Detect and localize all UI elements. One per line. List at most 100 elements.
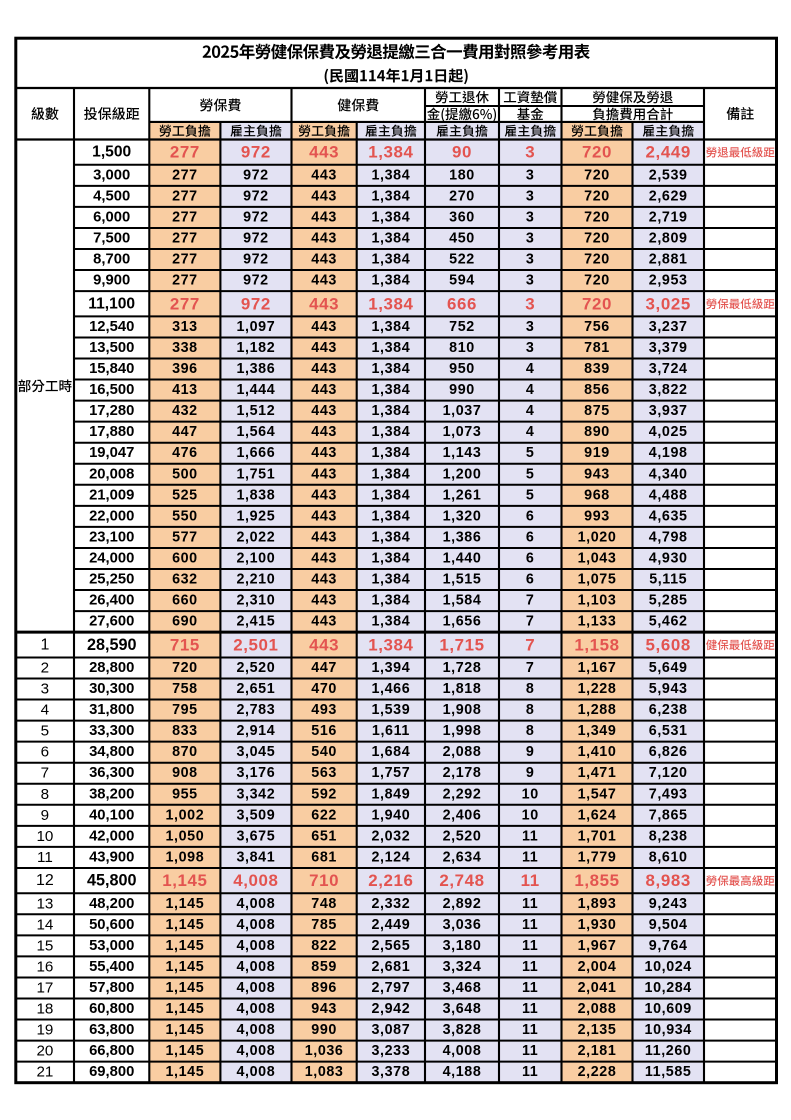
svg-text:9,764: 9,764 — [649, 938, 688, 954]
svg-text:972: 972 — [243, 209, 269, 225]
svg-text:3,036: 3,036 — [443, 917, 482, 933]
svg-text:968: 968 — [584, 487, 610, 503]
svg-text:1,908: 1,908 — [443, 702, 482, 718]
svg-text:1,624: 1,624 — [578, 807, 617, 823]
svg-text:2,651: 2,651 — [237, 681, 276, 697]
svg-text:450: 450 — [449, 231, 475, 247]
svg-text:720: 720 — [584, 252, 610, 268]
svg-text:1,384: 1,384 — [372, 614, 411, 630]
svg-text:2,178: 2,178 — [443, 765, 482, 781]
svg-text:563: 563 — [311, 765, 337, 781]
svg-text:2,124: 2,124 — [372, 849, 411, 865]
svg-text:3,087: 3,087 — [372, 1022, 411, 1038]
svg-text:443: 443 — [311, 593, 337, 609]
svg-text:2,634: 2,634 — [443, 849, 482, 865]
svg-text:592: 592 — [311, 786, 337, 802]
svg-text:470: 470 — [311, 681, 337, 697]
svg-text:4,008: 4,008 — [237, 1022, 276, 1038]
svg-text:2,783: 2,783 — [237, 702, 276, 718]
svg-text:2,415: 2,415 — [237, 614, 276, 630]
svg-text:522: 522 — [449, 252, 475, 268]
svg-text:1,384: 1,384 — [372, 466, 411, 482]
svg-text:3: 3 — [525, 143, 535, 162]
svg-text:1,145: 1,145 — [166, 1001, 205, 1017]
svg-text:2,210: 2,210 — [237, 572, 276, 588]
svg-text:2,914: 2,914 — [237, 723, 276, 739]
svg-text:1,133: 1,133 — [578, 614, 617, 630]
svg-text:955: 955 — [172, 786, 198, 802]
svg-text:720: 720 — [584, 231, 610, 247]
svg-text:1,384: 1,384 — [372, 340, 411, 356]
svg-text:756: 756 — [584, 319, 610, 335]
svg-text:90: 90 — [452, 143, 472, 162]
svg-text:1,384: 1,384 — [372, 551, 411, 567]
svg-text:443: 443 — [309, 635, 339, 654]
svg-text:3: 3 — [526, 231, 535, 247]
svg-text:972: 972 — [243, 273, 269, 289]
svg-text:447: 447 — [311, 660, 337, 676]
svg-text:4,008: 4,008 — [237, 917, 276, 933]
svg-text:21,009: 21,009 — [89, 487, 134, 503]
svg-text:11: 11 — [522, 896, 538, 912]
svg-text:45,800: 45,800 — [87, 872, 137, 890]
svg-text:1,384: 1,384 — [372, 593, 411, 609]
svg-text:3,822: 3,822 — [649, 382, 688, 398]
svg-text:600: 600 — [172, 551, 198, 567]
svg-text:500: 500 — [172, 466, 198, 482]
svg-text:3,937: 3,937 — [649, 403, 688, 419]
svg-text:443: 443 — [311, 529, 337, 545]
svg-text:594: 594 — [449, 273, 475, 289]
svg-text:14: 14 — [36, 916, 53, 933]
svg-text:9: 9 — [526, 765, 535, 781]
svg-text:7: 7 — [526, 614, 535, 630]
svg-text:896: 896 — [311, 980, 337, 996]
svg-text:1: 1 — [40, 636, 49, 653]
svg-text:1,036: 1,036 — [305, 1043, 344, 1059]
svg-text:16: 16 — [36, 958, 53, 975]
svg-text:1,288: 1,288 — [578, 702, 617, 718]
svg-text:720: 720 — [584, 209, 610, 225]
svg-text:2,681: 2,681 — [372, 959, 411, 975]
svg-text:870: 870 — [172, 744, 198, 760]
svg-text:1,728: 1,728 — [443, 660, 482, 676]
svg-text:3,324: 3,324 — [443, 959, 482, 975]
svg-text:1,103: 1,103 — [578, 593, 617, 609]
svg-text:622: 622 — [311, 807, 337, 823]
svg-text:1,564: 1,564 — [237, 424, 276, 440]
svg-text:11: 11 — [37, 849, 53, 866]
svg-text:7,120: 7,120 — [649, 765, 688, 781]
svg-text:443: 443 — [309, 143, 339, 162]
svg-text:2,501: 2,501 — [233, 635, 278, 654]
svg-text:1,757: 1,757 — [372, 765, 411, 781]
svg-text:1,386: 1,386 — [237, 361, 276, 377]
svg-text:3,342: 3,342 — [237, 786, 276, 802]
svg-text:3,724: 3,724 — [649, 361, 688, 377]
svg-text:4,008: 4,008 — [443, 1043, 482, 1059]
svg-text:1,143: 1,143 — [443, 445, 482, 461]
svg-text:11,100: 11,100 — [88, 295, 135, 312]
svg-text:1,466: 1,466 — [372, 681, 411, 697]
svg-text:1,611: 1,611 — [372, 723, 410, 739]
svg-text:4: 4 — [526, 403, 535, 419]
svg-text:1,849: 1,849 — [372, 786, 411, 802]
svg-text:19,047: 19,047 — [89, 445, 134, 461]
svg-text:856: 856 — [584, 382, 610, 398]
svg-text:1,349: 1,349 — [578, 723, 617, 739]
svg-text:443: 443 — [309, 294, 339, 313]
svg-text:1,320: 1,320 — [443, 508, 482, 524]
svg-text:9,900: 9,900 — [93, 273, 130, 289]
svg-text:10: 10 — [522, 786, 539, 802]
svg-text:859: 859 — [311, 959, 337, 975]
svg-text:30,300: 30,300 — [89, 681, 134, 697]
svg-text:12,540: 12,540 — [89, 319, 134, 335]
svg-text:11: 11 — [522, 959, 538, 975]
svg-text:2,292: 2,292 — [443, 786, 482, 802]
svg-text:9,243: 9,243 — [649, 896, 688, 912]
svg-text:540: 540 — [311, 744, 337, 760]
svg-text:1,818: 1,818 — [443, 681, 482, 697]
svg-text:1,666: 1,666 — [237, 445, 276, 461]
svg-text:57,800: 57,800 — [89, 980, 134, 996]
svg-text:396: 396 — [172, 361, 198, 377]
svg-text:5,649: 5,649 — [649, 660, 688, 676]
svg-text:4: 4 — [526, 382, 535, 398]
